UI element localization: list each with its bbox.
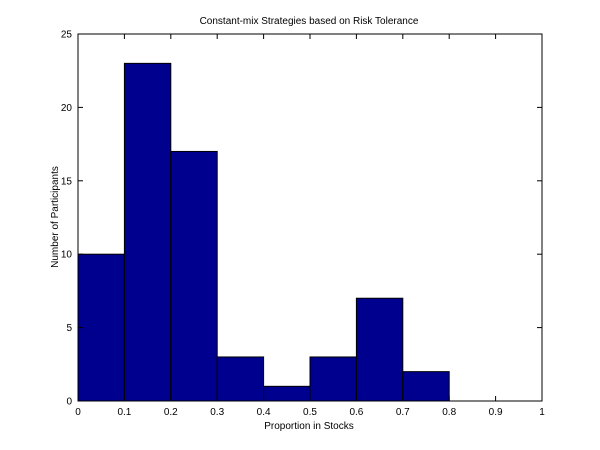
- x-axis-label: Proportion in Stocks: [264, 421, 354, 432]
- histogram-bar-1: [123, 62, 172, 402]
- x-tick-label-8: 0.8: [442, 407, 456, 418]
- x-tick-label-1: 0.1: [117, 407, 131, 418]
- y-tick-label-2: 10: [61, 250, 73, 261]
- histogram-bar-7: [402, 371, 450, 402]
- y-tick-label-0: 0: [66, 397, 72, 408]
- y-axis-label: Number of Participants: [50, 166, 61, 268]
- x-tick-label-9: 0.9: [489, 407, 503, 418]
- histogram-bar-3: [216, 356, 265, 402]
- histogram-bar-2: [170, 150, 218, 402]
- histogram-bar-0: [77, 253, 125, 402]
- y-tick-label-4: 20: [61, 103, 73, 114]
- x-axis-ticks: 0 0.1 0.2 0.3 0.4 0.5 0.6 0.7 0.8 0.9 1: [75, 34, 545, 418]
- chart-title: Constant-mix Strategies based on Risk To…: [200, 16, 419, 27]
- x-tick-label-5: 0.5: [303, 407, 317, 418]
- bars-group: [77, 62, 450, 402]
- y-tick-label-1: 5: [66, 323, 72, 334]
- histogram-bar-5: [309, 356, 357, 402]
- x-tick-label-6: 0.6: [349, 407, 363, 418]
- y-tick-label-5: 25: [61, 30, 73, 41]
- histogram-bar-4: [263, 385, 311, 402]
- y-tick-label-3: 15: [61, 176, 73, 187]
- x-tick-label-7: 0.7: [396, 407, 410, 418]
- y-axis-ticks: 0 5 10 15 20 25: [61, 30, 542, 408]
- x-tick-label-4: 0.4: [257, 407, 271, 418]
- x-tick-label-10: 1: [539, 407, 545, 418]
- x-tick-label-0: 0: [75, 407, 81, 418]
- histogram-bar-6: [355, 297, 404, 402]
- x-tick-label-2: 0.2: [164, 407, 178, 418]
- x-tick-label-3: 0.3: [210, 407, 224, 418]
